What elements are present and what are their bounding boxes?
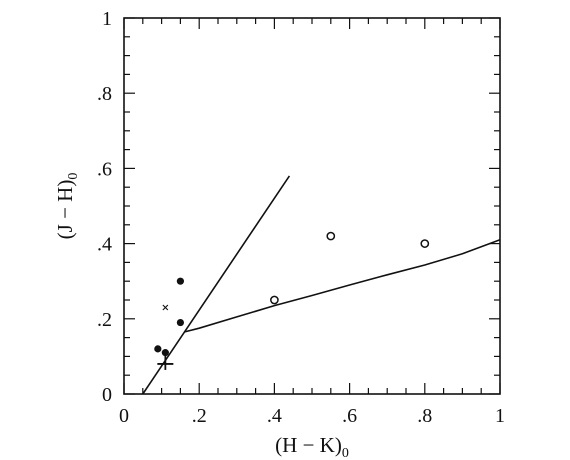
plot-frame [123,17,501,395]
x-tick-label: .8 [417,405,432,427]
filled-circle-point [176,318,184,327]
line-series-2 [184,239,501,333]
y-axis-label: (J − H)0 [53,173,81,240]
filled-circle-point [176,277,184,285]
x-tick-label: .2 [192,405,207,427]
filled-circle-point [154,345,162,353]
open-circle-point [270,295,279,305]
points-layer [154,231,430,370]
open-circle-point [326,231,336,241]
y-tick-label: .6 [97,158,112,180]
plus-point [157,354,174,370]
open-circle-point [420,239,430,248]
x-tick-label: 0 [119,405,129,427]
x-tick-label: 1 [495,405,505,427]
line-series-1 [142,175,291,395]
y-tick-label: 0 [102,384,112,406]
x-axis-label: (H − K)0 [275,433,349,460]
x-tick-label: .4 [267,405,282,427]
y-tick-label: .2 [97,309,112,331]
x-tick-label: .6 [342,405,357,427]
y-tick-label: .4 [97,234,112,256]
y-tick-label: 1 [102,8,112,30]
y-tick-label: .8 [97,83,112,105]
cross-point [162,304,169,311]
lines-layer [142,175,501,395]
filled-circle-point [161,349,169,357]
labels-layer: 0 .2 .4 .6 .8 1 0 .2 .4 .6 .8 1 [97,8,505,427]
